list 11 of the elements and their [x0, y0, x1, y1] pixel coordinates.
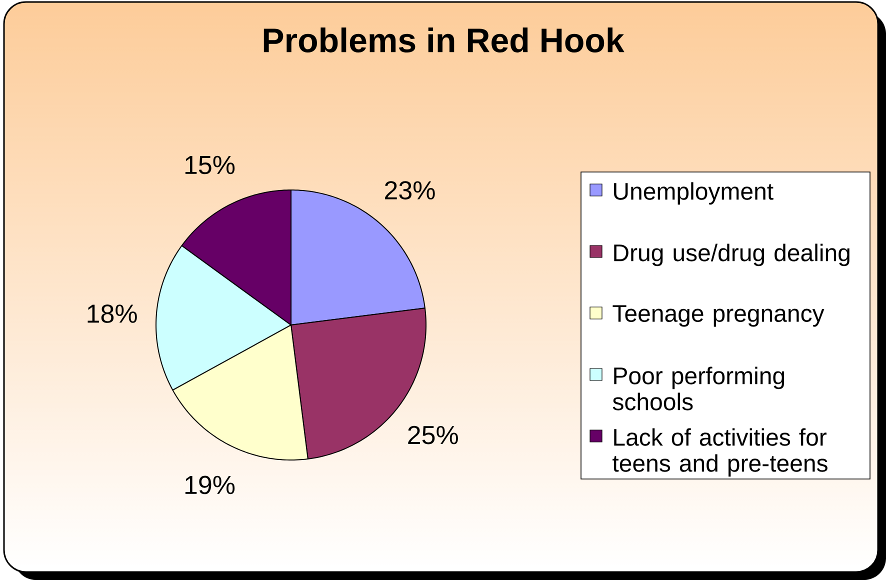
data-label: 18%	[88, 304, 137, 323]
chart-title: Problems in Red Hook	[264, 28, 624, 52]
legend-label: Drug use/drug dealing	[614, 244, 850, 266]
legend-label: Teenage pregnancy	[612, 305, 824, 327]
legend-label: Poor performing schools	[612, 366, 784, 410]
data-label: 25%	[408, 426, 458, 444]
data-label: 19%	[185, 476, 235, 494]
data-label: 23%	[385, 181, 435, 200]
legend-label: Lack of activities for teens and pre-teens	[612, 428, 828, 477]
legend-label: Unemployment	[614, 182, 774, 205]
data-label: 15%	[185, 156, 235, 174]
